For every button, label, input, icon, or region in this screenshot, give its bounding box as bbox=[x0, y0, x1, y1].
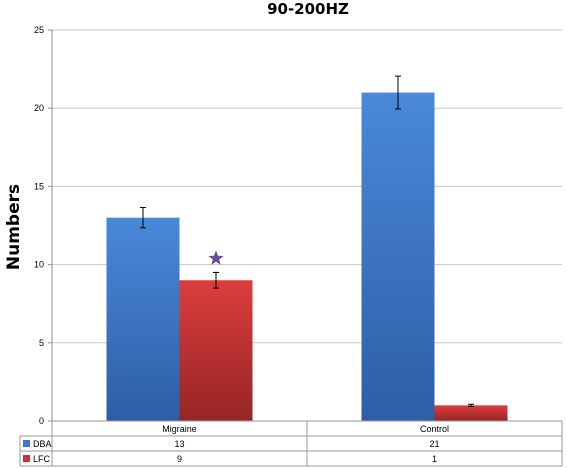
chart-title: 90-200HZ bbox=[267, 0, 349, 18]
y-tick-label: 25 bbox=[34, 25, 44, 35]
y-tick-label: 5 bbox=[39, 338, 44, 348]
error-bar-lfc-migraine bbox=[213, 271, 219, 289]
legend-label-lfc: LFC bbox=[33, 454, 51, 464]
error-bar-dba-migraine bbox=[140, 207, 146, 229]
y-tick-label: 0 bbox=[39, 416, 44, 426]
y-axis-label: Numbers bbox=[4, 184, 24, 270]
table-cell-dba-migraine: 13 bbox=[174, 439, 184, 449]
error-bar-dba-control bbox=[395, 75, 401, 110]
bar-dba-migraine bbox=[106, 217, 180, 421]
bar-dba-control bbox=[361, 92, 435, 421]
bars bbox=[106, 92, 508, 421]
error-bar-lfc-control bbox=[468, 403, 474, 407]
table-cell-lfc-control: 1 bbox=[432, 454, 437, 464]
bar-lfc-migraine bbox=[179, 280, 253, 421]
significance-star-icon bbox=[208, 250, 224, 265]
table-header-migraine: Migraine bbox=[162, 424, 197, 434]
y-tick-label: 20 bbox=[34, 103, 44, 113]
error-bars bbox=[140, 75, 474, 407]
legend-swatch-dba bbox=[23, 440, 30, 447]
legend-label-dba: DBA bbox=[33, 439, 52, 449]
y-tick-label: 15 bbox=[34, 181, 44, 191]
data-table: Migraine Control DBA 13 21 LFC 9 1 bbox=[19, 420, 563, 467]
legend-swatch-lfc bbox=[23, 455, 30, 462]
y-tick-label: 10 bbox=[34, 260, 44, 270]
annotations bbox=[208, 250, 224, 265]
bar-lfc-control bbox=[434, 405, 508, 421]
table-header-control: Control bbox=[420, 424, 449, 434]
table-cell-lfc-migraine: 9 bbox=[177, 454, 182, 464]
table-cell-dba-control: 21 bbox=[429, 439, 439, 449]
